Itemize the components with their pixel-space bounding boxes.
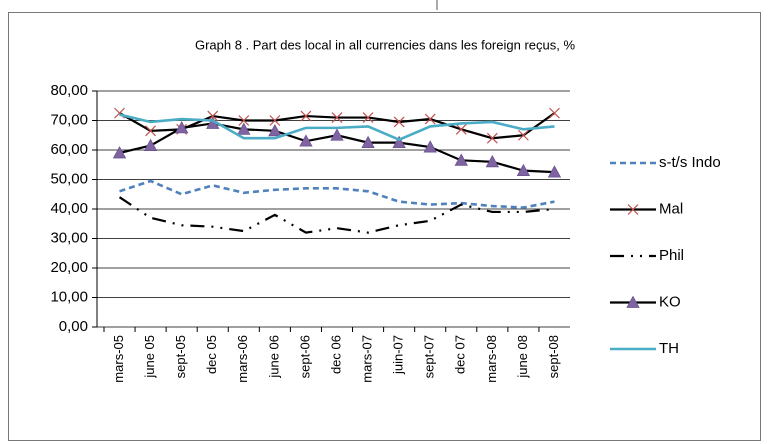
y-tick-label: 20,00 [50, 259, 88, 276]
marker [423, 140, 437, 153]
x-tick-label: sept-05 [173, 335, 188, 378]
series-line [119, 179, 555, 209]
marker [238, 115, 250, 126]
marker [300, 110, 312, 122]
marker [269, 115, 281, 126]
legend-label: TH [659, 340, 679, 357]
marker [486, 132, 498, 144]
x-tick-label: sept-06 [297, 335, 312, 378]
x-tick-label: june 05 [142, 335, 157, 379]
x-tick-label: mars-07 [360, 335, 375, 383]
marker [145, 125, 157, 137]
series-line [118, 196, 555, 234]
chart-title: Graph 8 . Part des local in all currenci… [195, 37, 576, 52]
marker [268, 123, 282, 137]
x-tick-label: sept-08 [546, 335, 561, 378]
legend-label: KO [659, 293, 681, 310]
marker [627, 204, 639, 215]
series-line [119, 113, 555, 142]
x-tick-label: dec 05 [204, 335, 219, 374]
legend-label: s-t/s Indo [659, 154, 721, 171]
y-tick-label: 60,00 [50, 141, 88, 158]
marker [330, 128, 344, 141]
marker [112, 146, 127, 159]
marker [299, 134, 313, 147]
marker [626, 295, 640, 308]
marker [454, 153, 468, 166]
x-tick-label: mars-06 [235, 335, 250, 383]
x-tick-label: sept-07 [422, 335, 437, 378]
x-tick-label: mars-05 [111, 335, 126, 383]
y-tick-label: 30,00 [50, 229, 88, 246]
x-tick-label: juin-07 [391, 335, 406, 375]
marker [393, 116, 405, 128]
marker [424, 113, 436, 125]
marker [517, 129, 529, 141]
y-tick-label: 40,00 [50, 200, 88, 217]
y-tick-label: 80,00 [50, 82, 88, 99]
x-tick-label: mars-08 [484, 335, 499, 383]
x-tick-label: dec 07 [453, 335, 468, 374]
x-tick-label: june 06 [266, 335, 281, 379]
marker [549, 107, 560, 119]
y-tick-label: 50,00 [50, 170, 88, 187]
marker [331, 112, 343, 123]
y-tick-label: 70,00 [50, 111, 88, 128]
marker [455, 123, 467, 135]
marker [392, 135, 406, 149]
legend-label: Phil [659, 247, 684, 264]
marker [361, 135, 375, 149]
x-tick-label: dec 06 [328, 335, 343, 374]
marker [485, 154, 500, 168]
y-tick-label: 10,00 [50, 288, 88, 305]
chart-border [8, 12, 761, 441]
marker [516, 163, 531, 177]
y-tick-label: 0,00 [59, 318, 88, 335]
marker [143, 138, 158, 151]
marker [362, 112, 374, 123]
marker [174, 121, 189, 134]
marker [547, 165, 562, 178]
x-tick-label: june 08 [515, 335, 530, 379]
legend-label: Mal [659, 200, 683, 217]
marker [237, 122, 251, 135]
